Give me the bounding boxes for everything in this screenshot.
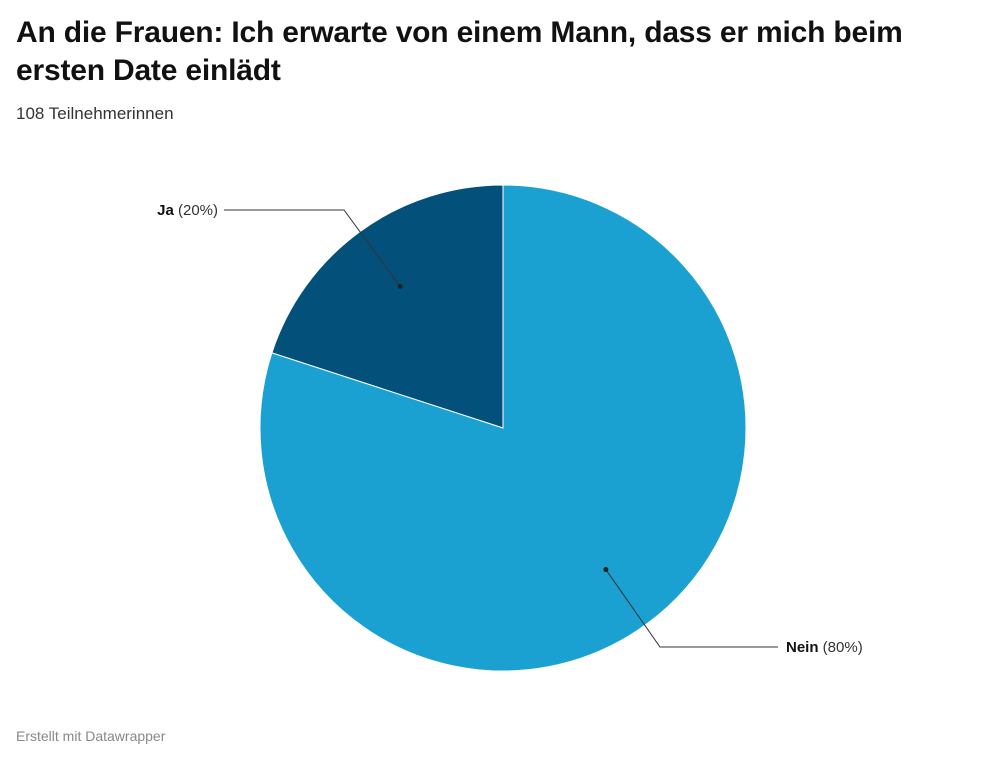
pie-slices bbox=[259, 184, 747, 672]
slice-percent: (80%) bbox=[819, 639, 863, 656]
slice-category: Ja bbox=[157, 202, 174, 219]
chart-subtitle: 108 Teilnehmerinnen bbox=[16, 104, 174, 123]
slice-percent: (20%) bbox=[174, 202, 218, 219]
leader-dot-ja bbox=[397, 283, 403, 289]
slice-label-ja: Ja (20%) bbox=[157, 202, 218, 219]
slice-labels: Ja (20%) Nein (80%) bbox=[157, 202, 863, 656]
chart-title: An die Frauen: Ich erwarte von einem Man… bbox=[16, 16, 903, 87]
leader-lines bbox=[224, 209, 778, 648]
pie-slice-nein bbox=[259, 184, 747, 672]
slice-label-nein: Nein (80%) bbox=[786, 639, 863, 656]
leader-dot-nein bbox=[603, 567, 609, 573]
leader-line-nein bbox=[605, 569, 778, 648]
leader-line-ja bbox=[224, 209, 401, 287]
slice-category: Nein bbox=[786, 639, 819, 656]
credit-footer: Erstellt mit Datawrapper bbox=[16, 728, 166, 744]
